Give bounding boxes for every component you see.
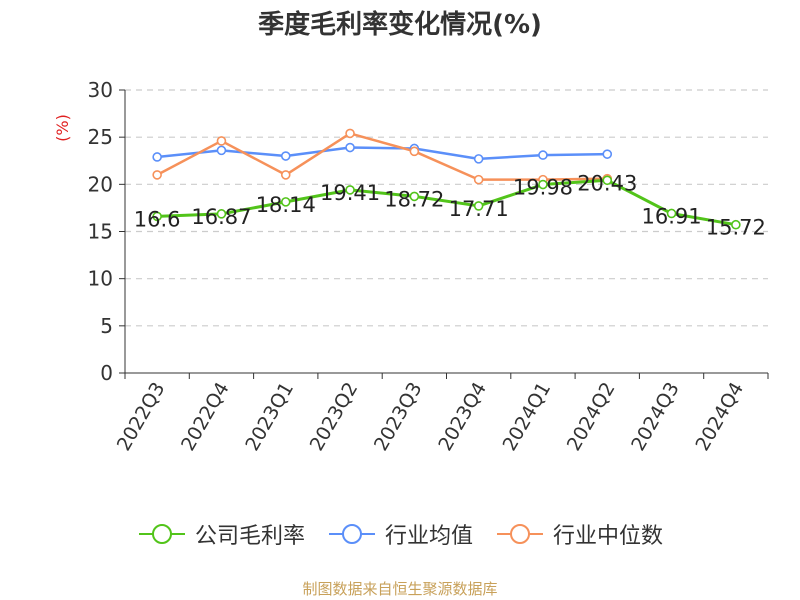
source-note: 制图数据来自恒生聚源数据库	[302, 580, 498, 598]
y-tick-label: 25	[88, 125, 113, 149]
legend: 公司毛利率 行业均值 行业中位数	[0, 518, 800, 550]
data-label: 18.72	[384, 187, 444, 211]
data-point	[280, 151, 291, 161]
y-tick-label: 15	[88, 220, 113, 244]
data-point	[473, 201, 484, 211]
x-tick-label: 2023Q4	[434, 379, 491, 455]
legend-swatch-icon	[138, 524, 185, 544]
data-label: 16.6	[134, 207, 181, 231]
y-tick-label: 0	[100, 361, 113, 385]
data-label: 16.91	[641, 204, 701, 228]
data-point	[152, 211, 162, 222]
data-point	[216, 209, 227, 219]
data-point	[538, 179, 548, 190]
data-point	[409, 146, 420, 157]
data-point	[280, 197, 291, 207]
data-label: 19.41	[320, 181, 380, 205]
data-point	[216, 136, 227, 146]
gridlines	[125, 89, 768, 327]
x-tick-label: 2024Q4	[691, 379, 748, 455]
data-label: 17.71	[449, 197, 509, 221]
legend-swatch-icon	[328, 524, 375, 544]
legend-item[interactable]: 行业均值	[327, 518, 473, 550]
data-point	[473, 174, 484, 185]
x-tick-label: 2023Q2	[306, 379, 363, 455]
chart-title: 季度毛利率变化情况(%)	[258, 10, 542, 40]
legend-label: 公司毛利率	[194, 524, 305, 549]
data-label: 16.87	[191, 205, 251, 229]
data-point	[152, 152, 162, 162]
data-point	[473, 154, 484, 164]
y-tick-label: 10	[88, 267, 113, 291]
x-tick-label: 2022Q4	[177, 379, 234, 455]
data-point	[345, 185, 355, 195]
series-line	[157, 178, 737, 227]
y-tick-label: 5	[100, 314, 113, 338]
x-tick-label: 2024Q2	[563, 379, 620, 455]
data-point	[345, 142, 355, 153]
data-point	[216, 145, 227, 156]
x-tick-label: 2022Q3	[113, 379, 170, 455]
data-point	[602, 149, 613, 159]
x-tick-label: 2023Q3	[370, 379, 427, 455]
data-label: 19.98	[513, 176, 573, 200]
legend-label: 行业均值	[384, 524, 473, 549]
x-tick-label: 2024Q3	[627, 379, 684, 455]
data-label: 18.14	[256, 193, 316, 217]
series-line	[157, 146, 608, 161]
data-point	[666, 208, 677, 219]
legend-item[interactable]: 公司毛利率	[137, 518, 305, 550]
data-point	[731, 219, 741, 230]
data-point	[538, 150, 548, 160]
data-label: 20.43	[577, 171, 637, 195]
y-axis-label: (%)	[53, 114, 72, 142]
legend-item[interactable]: 行业中位数	[495, 518, 663, 550]
data-markers	[152, 128, 741, 230]
data-point	[345, 128, 355, 139]
y-tick-label: 20	[88, 172, 113, 196]
data-label: 15.72	[706, 216, 766, 240]
x-tick-label: 2023Q1	[241, 379, 298, 455]
x-tick-label: 2024Q1	[499, 379, 556, 455]
legend-label: 行业中位数	[553, 524, 664, 549]
legend-swatch-icon	[497, 524, 543, 544]
data-point	[280, 170, 291, 180]
data-point	[409, 191, 420, 202]
y-tick-label: 30	[88, 78, 113, 102]
data-point	[152, 170, 162, 180]
series-lines	[156, 132, 737, 227]
series-line	[156, 132, 608, 181]
data-point	[602, 175, 613, 186]
